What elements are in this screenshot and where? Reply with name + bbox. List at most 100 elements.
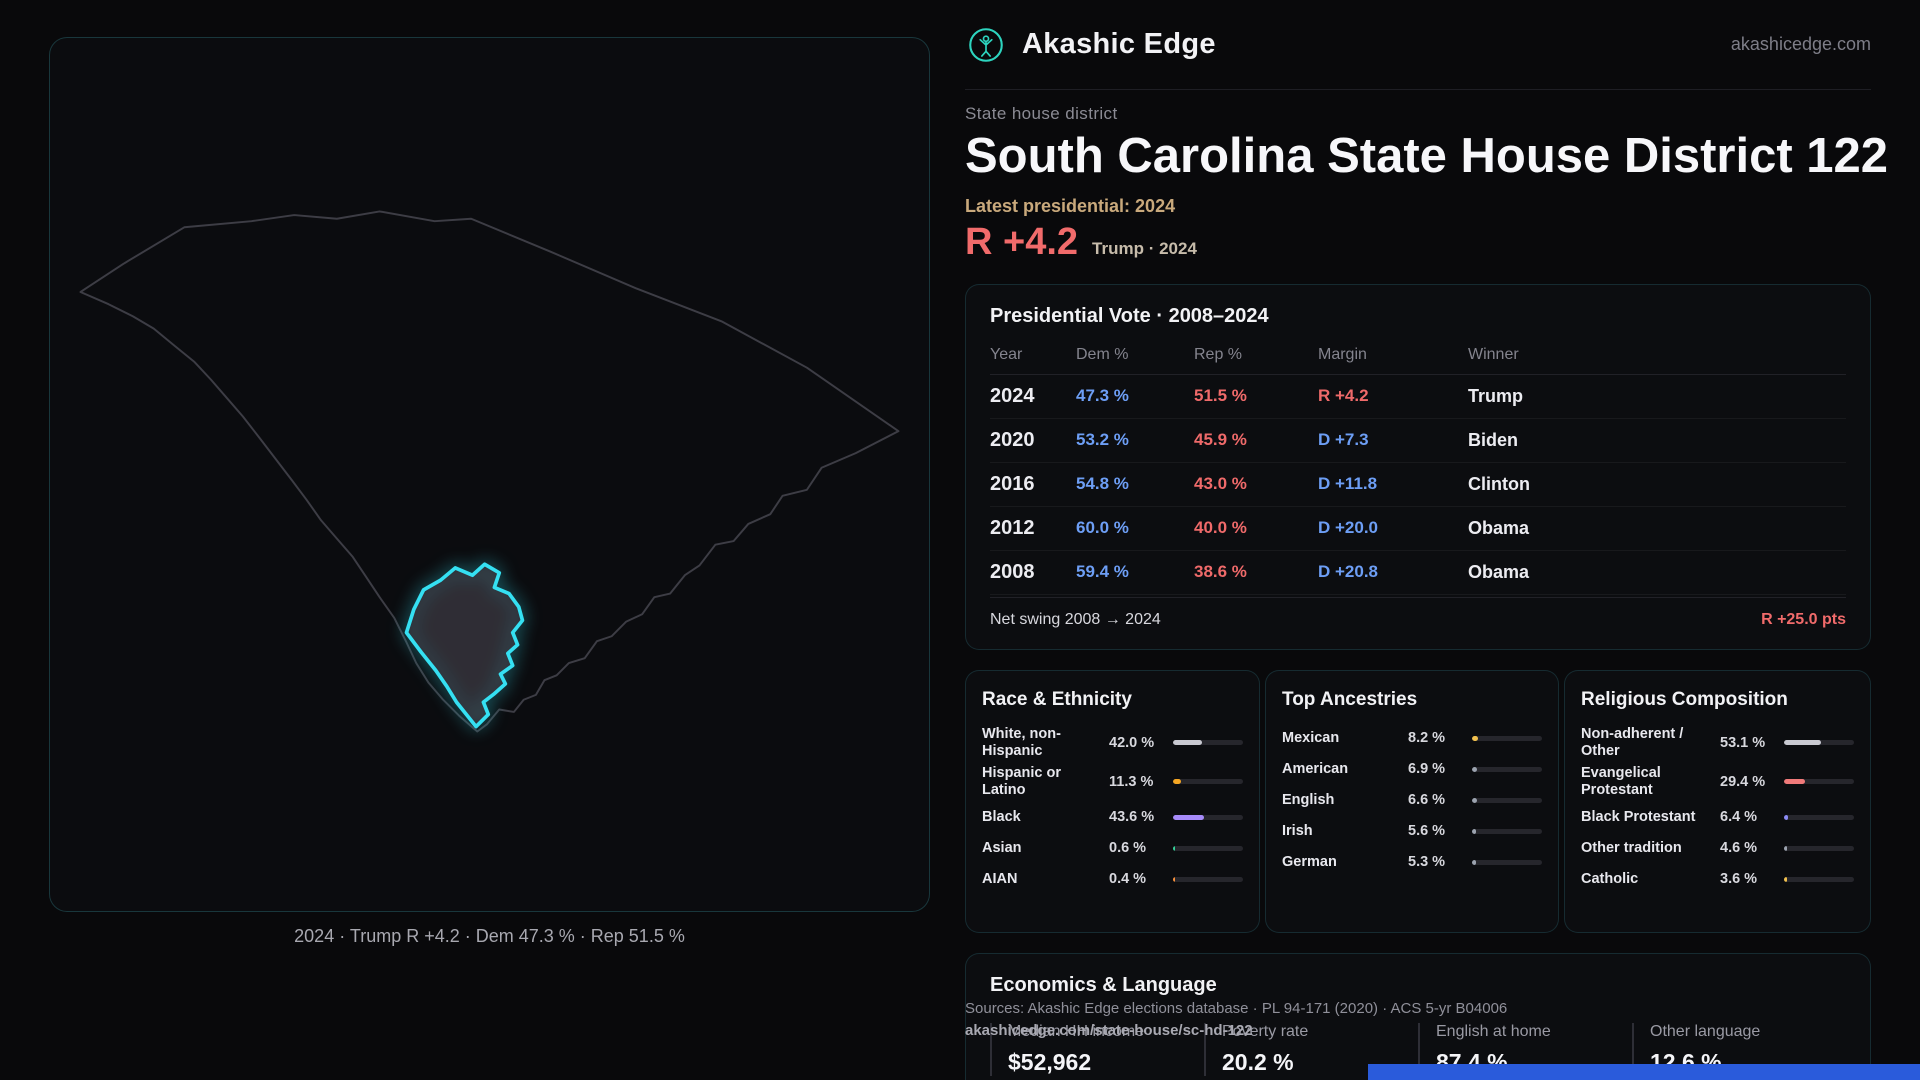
demo-value: 0.6 % xyxy=(1109,840,1147,857)
col-rep: Rep % xyxy=(1194,345,1243,363)
demo-value: 29.4 % xyxy=(1720,773,1766,790)
site-header: Akashic Edge akashicedge.com xyxy=(965,0,1871,90)
demo-value: 42.0 % xyxy=(1109,734,1155,751)
demo-label: Non-adherent / Other xyxy=(1581,725,1684,759)
table-header-row: Year Dem % Rep % Margin Winner xyxy=(990,340,1846,375)
demo-label: Irish xyxy=(1282,823,1313,840)
dem-cell: 60.0 % xyxy=(1076,518,1129,538)
stat-value: 20.2 % xyxy=(1222,1048,1294,1075)
race-ethnicity-card: Race & Ethnicity White, non-Hispanic 42.… xyxy=(965,669,1260,933)
table-row: 2008 59.4 % 38.6 % D +20.8 Obama xyxy=(990,551,1846,595)
demo-label: AIAN xyxy=(982,870,1018,887)
demo-bar xyxy=(1784,779,1854,785)
demo-bar xyxy=(1472,735,1542,741)
stat-label: Other language xyxy=(1650,1022,1761,1040)
margin-cell: D +20.8 xyxy=(1318,562,1379,582)
demo-bar xyxy=(1784,814,1854,820)
demo-row: Black Protestant 6.4 % xyxy=(1581,802,1854,833)
demo-value: 5.6 % xyxy=(1408,823,1446,840)
brand-name: Akashic Edge xyxy=(1022,28,1216,60)
rep-cell: 40.0 % xyxy=(1194,518,1247,538)
demo-bar xyxy=(1173,814,1243,820)
dem-cell: 54.8 % xyxy=(1076,474,1129,494)
demo-value: 6.9 % xyxy=(1408,761,1446,778)
winner-cell: Trump xyxy=(1468,385,1524,406)
demo-value: 11.3 % xyxy=(1109,773,1154,790)
permalink-text[interactable]: akashicedge.com/state-house/sc-hd-122 xyxy=(965,1022,1253,1039)
demo-bar xyxy=(1173,779,1243,785)
demo-value: 6.6 % xyxy=(1408,792,1446,809)
brand-domain-link[interactable]: akashicedge.com xyxy=(1730,34,1871,54)
demo-label: Black Protestant xyxy=(1581,808,1696,825)
winner-cell: Obama xyxy=(1468,561,1530,582)
dem-cell: 53.2 % xyxy=(1076,430,1129,450)
sources-text: Sources: Akashic Edge elections database… xyxy=(965,1000,1508,1017)
demo-label: Evangelical Protestant xyxy=(1581,765,1661,798)
religious-composition-card: Religious Composition Non-adherent / Oth… xyxy=(1564,669,1871,933)
stat-poverty-rate: Poverty rate 20.2 % xyxy=(1204,1022,1418,1076)
stat-value: $52,962 xyxy=(1008,1048,1092,1075)
demo-value: 3.6 % xyxy=(1720,871,1758,888)
demo-bar xyxy=(1472,797,1542,803)
rep-cell: 43.0 % xyxy=(1194,474,1247,494)
district-122-shape[interactable] xyxy=(404,562,525,729)
table-row: 2020 53.2 % 45.9 % D +7.3 Biden xyxy=(990,419,1846,463)
demo-row: Irish 5.6 % xyxy=(1282,816,1542,847)
page-footer: Sources: Akashic Edge elections database… xyxy=(965,1000,1507,1039)
table-row: 2012 60.0 % 40.0 % D +20.0 Obama xyxy=(990,507,1846,551)
year-cell: 2016 xyxy=(990,472,1035,495)
margin-cell: D +7.3 xyxy=(1318,430,1369,450)
year-cell: 2020 xyxy=(990,428,1035,451)
year-cell: 2024 xyxy=(990,384,1035,407)
demo-bar xyxy=(1472,859,1542,865)
demo-label: English xyxy=(1282,792,1335,809)
demo-row: Asian 0.6 % xyxy=(982,833,1243,864)
demo-value: 5.3 % xyxy=(1408,854,1446,871)
col-winner: Winner xyxy=(1468,345,1519,363)
horizontal-scrollbar-thumb[interactable] xyxy=(1368,1064,1920,1080)
demo-label: White, non-Hispanic xyxy=(982,725,1061,759)
net-swing-value: R +25.0 pts xyxy=(1761,610,1846,628)
demo-bar xyxy=(1173,845,1243,851)
latest-presidential-label: Latest presidential: 2024 xyxy=(965,195,1176,216)
demo-bar xyxy=(1784,740,1854,746)
rep-cell: 38.6 % xyxy=(1194,562,1247,582)
demo-bar xyxy=(1784,876,1854,882)
demo-label: Other tradition xyxy=(1581,839,1682,856)
demo-label: Asian xyxy=(982,839,1022,856)
demo-label: Black xyxy=(982,808,1021,825)
stat-label: Median HH income xyxy=(1008,1022,1145,1040)
demo-label: American xyxy=(1282,761,1349,778)
stat-label: Poverty rate xyxy=(1222,1022,1309,1040)
main-content: Akashic Edge akashicedge.com State house… xyxy=(965,0,1889,1080)
col-dem: Dem % xyxy=(1076,345,1129,363)
demo-label: Catholic xyxy=(1581,870,1639,887)
demo-row: Hispanic or Latino 11.3 % xyxy=(982,762,1243,801)
district-map-panel xyxy=(49,37,930,912)
card-title: Presidential Vote · 2008–2024 xyxy=(990,304,1269,327)
headline-margin: R +4.2 Trump · 2024 xyxy=(965,221,1871,264)
demo-row: AIAN 0.4 % xyxy=(982,864,1243,895)
south-carolina-outline xyxy=(79,210,900,733)
card-title: Religious Composition xyxy=(1581,688,1788,710)
demo-bar xyxy=(1472,766,1542,772)
year-cell: 2008 xyxy=(990,560,1035,583)
demo-row: Catholic 3.6 % xyxy=(1581,864,1854,895)
card-title: Race & Ethnicity xyxy=(982,688,1132,710)
demo-row: German 5.3 % xyxy=(1282,847,1542,878)
col-year: Year xyxy=(990,345,1023,363)
demo-bar xyxy=(1784,845,1854,851)
margin-cell: R +4.2 xyxy=(1318,386,1369,406)
demo-value: 43.6 % xyxy=(1109,809,1155,826)
demographics-section: Race & Ethnicity White, non-Hispanic 42.… xyxy=(965,669,1871,933)
demo-row: Other tradition 4.6 % xyxy=(1581,833,1854,864)
map-svg xyxy=(79,210,900,733)
stat-median-hh-income: Median HH income $52,962 xyxy=(990,1022,1204,1076)
margin-detail: Trump · 2024 xyxy=(1092,238,1197,258)
rep-cell: 45.9 % xyxy=(1194,430,1247,450)
table-row: 2024 47.3 % 51.5 % R +4.2 Trump xyxy=(990,375,1846,419)
demo-bar xyxy=(1472,828,1542,834)
page-title: South Carolina State House District 122 xyxy=(965,129,1889,183)
year-cell: 2012 xyxy=(990,516,1035,539)
